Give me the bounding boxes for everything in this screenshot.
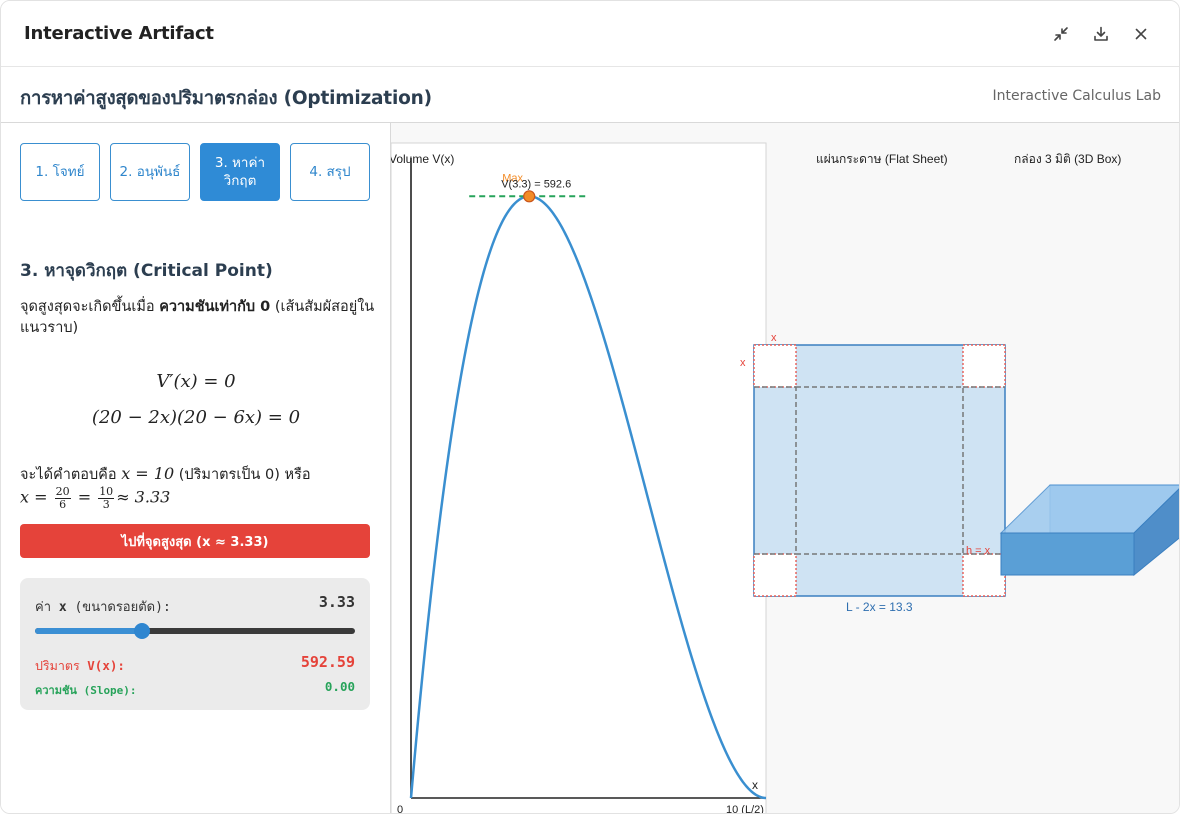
title-bar: Interactive Artifact: [1, 1, 1179, 67]
x-value: 3.33: [318, 593, 355, 611]
close-icon: [1135, 28, 1147, 40]
x-axis-label: x: [752, 778, 758, 792]
answer-text: จะได้คำตอบคือ x = 10 (ปริมาตรเป็น 0) หรื…: [20, 464, 311, 511]
cut-corner-top-left: [753, 344, 797, 388]
volume-label-prefix: ปริมาตร: [35, 658, 88, 673]
step-tabs: 1. โจทย์ 2. อนุพันธ์ 3. หาค่าวิกฤต 4. สร…: [20, 143, 370, 201]
cut-corner-top-right: [962, 344, 1006, 388]
box-3d: [999, 484, 1179, 577]
answer-root-1: x = 10: [121, 464, 175, 483]
frac2-num: 10: [98, 485, 115, 499]
x-tick-start: 0: [397, 804, 403, 814]
volume-curve: [409, 195, 767, 800]
step-title: 3. หาจุดวิกฤต (Critical Point): [20, 261, 273, 281]
box-front-face: [1000, 532, 1135, 576]
answer-prefix: จะได้คำตอบคือ: [20, 467, 122, 483]
volume-label: ปริมาตร V(x):: [35, 656, 125, 676]
x-label: ค่า x (ขนาดรอยตัด):: [35, 596, 171, 617]
height-label: h = x: [966, 545, 991, 557]
max-point[interactable]: [523, 190, 536, 203]
answer-mid: (ปริมาตรเป็น 0) หรือ: [174, 467, 311, 483]
control-box: ค่า x (ขนาดรอยตัด): 3.33 ปริมาตร V(x): 5…: [20, 578, 370, 710]
desc-bold: ความชันเท่ากับ 0: [159, 299, 271, 315]
volume-label-var: V(x):: [87, 658, 125, 673]
desc-suffix: (เส้นสัมผัสอยู่ในแนวราบ): [20, 299, 375, 336]
close-button[interactable]: [1129, 22, 1153, 46]
equation-factored: (20 − 2x)(20 − 6x) = 0: [91, 407, 301, 428]
collapse-arrows-icon: [1054, 27, 1068, 41]
page-header: การหาค่าสูงสุดของปริมาตรกล่อง (Optimizat…: [1, 67, 1179, 123]
slope-value: 0.00: [324, 679, 355, 694]
equation-derivative-zero: V′(x) = 0: [156, 371, 236, 392]
sheet-title: แผ่นกระดาษ (Flat Sheet): [816, 152, 948, 166]
visualization-svg: Volume V(x) x 0 10 (L/2) Max V(3.3) = 59…: [391, 142, 1179, 814]
volume-value: 592.59: [300, 653, 355, 671]
x-label-var: x: [58, 600, 67, 615]
max-label: Max: [502, 172, 523, 184]
y-axis-label: Volume V(x): [391, 152, 454, 166]
minimize-button[interactable]: [1049, 22, 1073, 46]
box-3d-title: กล่อง 3 มิติ (3D Box): [1014, 152, 1121, 166]
slider-thumb[interactable]: [133, 623, 150, 639]
frac1-den: 6: [59, 498, 67, 511]
answer-x: x =: [20, 487, 53, 507]
download-button[interactable]: [1089, 22, 1113, 46]
cut-corner-bottom-left: [753, 553, 797, 597]
point-value-label: V(3.3) = 592.6: [501, 178, 571, 190]
x-label-suffix: (ขนาดรอยตัด):: [66, 600, 171, 615]
graph-panel: [391, 142, 767, 813]
tab-summary[interactable]: 4. สรุป: [290, 143, 370, 201]
frac2-den: 3: [102, 498, 110, 511]
download-icon: [1094, 26, 1108, 41]
answer-approx: ≈ 3.33: [116, 487, 171, 507]
visualization-area: Volume V(x) x 0 10 (L/2) Max V(3.3) = 59…: [391, 123, 1179, 814]
tab-critical-value[interactable]: 3. หาค่าวิกฤต: [200, 143, 280, 201]
x-slider[interactable]: [35, 623, 355, 639]
cut-corner-bottom-right: [962, 553, 1006, 597]
base-length-label: L - 2x = 13.3: [846, 600, 913, 614]
cut-label-top: x: [771, 332, 777, 344]
fraction-20-6: 20 6: [54, 485, 71, 511]
go-to-max-button[interactable]: ไปที่จุดสูงสุด (x ≈ 3.33): [20, 524, 370, 558]
cut-label-left: x: [740, 357, 746, 369]
slider-fill: [35, 628, 142, 634]
tab-problem[interactable]: 1. โจทย์: [20, 143, 100, 201]
fraction-10-3: 10 3: [98, 485, 115, 511]
lab-name: Interactive Calculus Lab: [992, 88, 1161, 104]
slope-label: ความชัน (Slope):: [35, 684, 137, 697]
desc-prefix: จุดสูงสุดจะเกิดขึ้นเมื่อ: [20, 299, 160, 315]
x-tick-end: 10 (L/2): [726, 804, 764, 814]
tab-derivative[interactable]: 2. อนุพันธ์: [110, 143, 190, 201]
slider-track: [35, 628, 355, 634]
page-title: การหาค่าสูงสุดของปริมาตรกล่อง (Optimizat…: [20, 88, 432, 109]
window-title: Interactive Artifact: [24, 23, 214, 44]
lesson-panel: 1. โจทย์ 2. อนุพันธ์ 3. หาค่าวิกฤต 4. สร…: [1, 123, 391, 813]
fold-lines: [795, 386, 964, 555]
step-description: จุดสูงสุดจะเกิดขึ้นเมื่อ ความชันเท่ากับ …: [20, 297, 375, 339]
x-label-prefix: ค่า: [35, 600, 59, 615]
frac1-num: 20: [54, 485, 71, 499]
